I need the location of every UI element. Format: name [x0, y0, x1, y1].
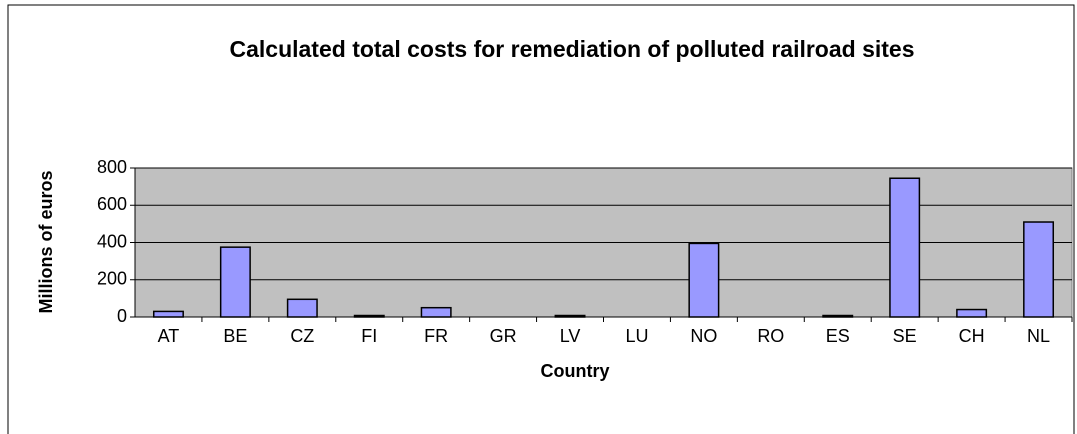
- x-tick-label: FI: [361, 326, 377, 346]
- x-tick-label: RO: [757, 326, 784, 346]
- bar: [353, 314, 385, 318]
- bar: [956, 308, 988, 318]
- x-tick-label: ES: [826, 326, 850, 346]
- y-tick-label: 600: [97, 194, 127, 214]
- bar: [286, 298, 318, 318]
- bar: [1023, 221, 1055, 318]
- x-tick-label: NL: [1027, 326, 1050, 346]
- bar: [822, 314, 854, 318]
- x-tick-label: LU: [625, 326, 648, 346]
- y-tick-label: 400: [97, 231, 127, 251]
- x-tick-label: SE: [893, 326, 917, 346]
- x-tick-label: FR: [424, 326, 448, 346]
- x-tick-label: CH: [959, 326, 985, 346]
- x-tick-label: GR: [490, 326, 517, 346]
- x-tick-label: NO: [690, 326, 717, 346]
- bar: [554, 314, 586, 318]
- x-tick-label: LV: [560, 326, 581, 346]
- x-tick-label: AT: [158, 326, 180, 346]
- bar: [219, 246, 251, 318]
- chart-title: Calculated total costs for remediation o…: [229, 36, 915, 62]
- bar: [152, 310, 184, 318]
- x-axis-title: Country: [541, 361, 610, 381]
- y-axis-title: Millions of euros: [36, 170, 56, 313]
- y-tick-label: 800: [97, 157, 127, 177]
- bar: [688, 242, 720, 318]
- x-tick-label: CZ: [290, 326, 314, 346]
- bar: [889, 177, 921, 318]
- y-tick-label: 0: [117, 306, 127, 326]
- x-tick-label: BE: [223, 326, 247, 346]
- y-tick-label: 200: [97, 269, 127, 289]
- bar: [420, 306, 452, 318]
